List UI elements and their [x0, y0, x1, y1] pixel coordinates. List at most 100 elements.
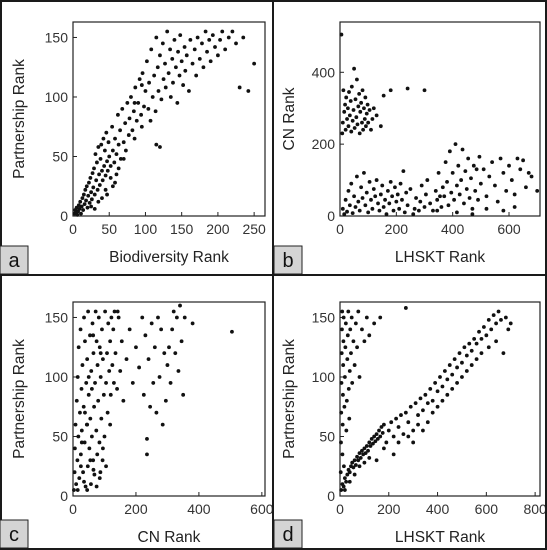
- data-point: [357, 208, 362, 213]
- data-point: [175, 101, 180, 105]
- data-point: [97, 172, 101, 177]
- data-point: [252, 61, 257, 66]
- data-point: [75, 212, 80, 217]
- data-point: [450, 386, 455, 391]
- data-point: [82, 315, 86, 320]
- data-point: [363, 203, 368, 208]
- data-point: [100, 178, 105, 183]
- data-point: [342, 476, 347, 481]
- data-point: [75, 488, 80, 492]
- scatter-panel-c: 0 200 400 600 0 50 100 150 CN Rank Partnership Ra…: [0, 301, 272, 548]
- data-point: [343, 345, 348, 350]
- data-point: [421, 408, 425, 413]
- data-point: [89, 204, 94, 209]
- data-point: [139, 112, 144, 117]
- data-point: [79, 211, 83, 216]
- data-point: [151, 381, 156, 385]
- scatter-panel-a: 0 50 100 150 200 250 0 50 100 150 Biodiversity Ran…: [0, 21, 266, 274]
- data-point: [82, 202, 87, 206]
- y-tick-label: 100: [312, 369, 336, 385]
- data-point: [369, 127, 373, 132]
- data-point: [406, 420, 411, 425]
- data-point: [98, 375, 103, 379]
- panel-label-badge: [274, 519, 303, 548]
- data-point: [91, 333, 96, 338]
- data-point: [344, 479, 348, 484]
- x-tick-label: 200: [385, 221, 409, 237]
- data-point: [148, 118, 153, 123]
- data-point: [346, 386, 351, 391]
- data-point: [83, 187, 88, 192]
- data-point: [108, 164, 113, 168]
- data-point: [339, 32, 344, 37]
- data-point: [346, 188, 351, 193]
- data-point: [396, 425, 401, 429]
- data-point: [165, 363, 170, 367]
- data-point: [345, 117, 349, 121]
- data-point: [78, 410, 82, 415]
- data-point: [195, 35, 200, 40]
- data-point: [360, 448, 364, 453]
- data-point: [421, 428, 425, 433]
- data-point: [176, 49, 180, 54]
- data-point: [344, 428, 349, 433]
- data-point: [446, 203, 451, 208]
- data-point: [81, 208, 86, 212]
- data-point: [125, 101, 130, 105]
- data-point: [486, 317, 491, 322]
- y-tick-label: 150: [45, 309, 69, 325]
- y-tick-label: 400: [312, 64, 336, 80]
- data-point: [440, 384, 445, 389]
- data-point: [91, 467, 96, 472]
- data-point: [365, 102, 370, 107]
- data-point: [350, 211, 355, 216]
- data-point: [381, 205, 386, 209]
- data-point: [101, 392, 106, 397]
- data-point: [350, 460, 355, 465]
- data-point: [405, 86, 410, 91]
- data-point: [535, 188, 540, 193]
- data-point: [171, 309, 176, 314]
- scatter-panel-b: 0 200 400 600 0 200 400 LHSKT Rank CN Rank b: [274, 21, 541, 274]
- data-point: [141, 392, 146, 397]
- y-axis-label: Partnership Rank: [11, 59, 28, 179]
- data-point: [457, 351, 462, 356]
- data-point: [390, 194, 395, 199]
- data-point: [98, 470, 103, 475]
- data-point: [246, 89, 251, 93]
- data-point: [154, 142, 159, 147]
- y-tick-label: 150: [312, 309, 336, 325]
- data-point: [86, 309, 91, 314]
- data-point: [364, 444, 369, 448]
- data-point: [416, 208, 421, 213]
- data-point: [343, 102, 347, 107]
- data-point: [489, 327, 494, 332]
- data-point: [88, 458, 93, 463]
- x-tick-label: 600: [250, 501, 272, 517]
- data-point: [106, 321, 111, 326]
- data-point: [436, 170, 441, 175]
- data-point: [383, 197, 387, 202]
- data-point: [182, 315, 187, 320]
- data-point: [351, 108, 356, 112]
- x-tick-label: 400: [187, 501, 211, 517]
- data-point: [105, 351, 109, 356]
- data-point: [140, 315, 145, 320]
- data-point: [174, 315, 179, 320]
- data-point: [435, 208, 440, 213]
- data-point: [378, 315, 383, 320]
- data-point: [349, 351, 353, 356]
- data-point: [358, 109, 363, 114]
- data-point: [139, 124, 144, 129]
- data-point: [132, 101, 137, 105]
- data-point: [359, 100, 364, 105]
- data-point: [375, 436, 380, 441]
- data-point: [460, 360, 464, 365]
- data-point: [102, 164, 107, 168]
- data-point: [447, 363, 452, 367]
- data-point: [127, 116, 132, 121]
- data-point: [130, 381, 135, 385]
- data-point: [96, 315, 101, 320]
- data-point: [102, 148, 107, 153]
- y-tick-label: 0: [327, 488, 335, 504]
